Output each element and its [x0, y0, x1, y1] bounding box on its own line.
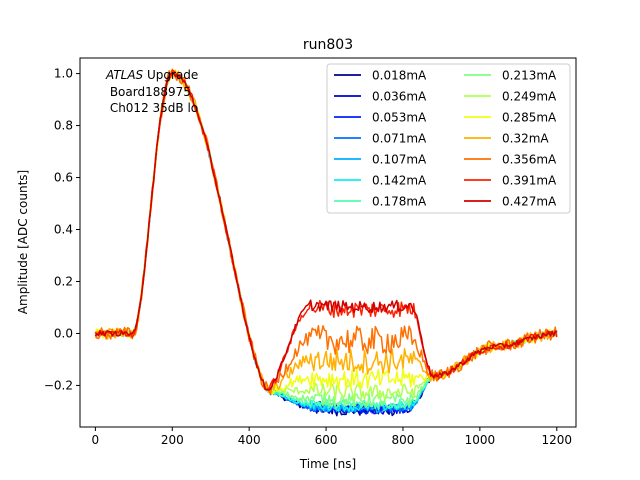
legend-label: 0.213mA [502, 69, 557, 83]
y-tick-label: 0.6 [54, 171, 73, 185]
legend-item: 0.018mA [334, 69, 427, 83]
x-axis-label: Time [ns] [299, 457, 356, 471]
x-tick-label: 1200 [542, 433, 573, 447]
legend-item: 0.391mA [464, 174, 557, 188]
chart-title: run803 [303, 37, 353, 53]
annotation: ATLAS Upgrade Board188975 Ch012 35dB lo [105, 68, 198, 115]
y-tick-label: −0.2 [44, 378, 73, 392]
y-axis-label: Amplitude [ADC counts] [16, 170, 30, 314]
x-tick-label: 800 [392, 433, 415, 447]
legend-label: 0.071mA [372, 132, 427, 146]
plot-lines [94, 68, 558, 417]
legend-label: 0.036mA [372, 90, 427, 104]
annotation-line-1: ATLAS Upgrade [105, 68, 198, 82]
legend-box [326, 63, 571, 214]
legend-label: 0.107mA [372, 153, 427, 167]
x-tick-label: 600 [315, 433, 338, 447]
y-tick-label: 0.4 [54, 223, 73, 237]
annotation-line-2: Board188975 [106, 85, 191, 99]
x-tick-label: 0 [92, 433, 100, 447]
legend-label: 0.053mA [372, 111, 427, 125]
legend-label: 0.427mA [502, 195, 557, 209]
legend-label: 0.249mA [502, 90, 557, 104]
axes-frame [79, 57, 577, 428]
legend-label: 0.285mA [502, 111, 557, 125]
legend-label: 0.391mA [502, 174, 557, 188]
legend-item: 0.071mA [334, 132, 427, 146]
ticks: 0 200 400 600 800 1000 1200 −0.2 0.0 0.2 0.4 0.6 0.8… [44, 67, 572, 447]
annotation-line-3: Ch012 35dB lo [106, 101, 198, 115]
x-tick-label: 400 [238, 433, 261, 447]
legend-label: 0.142mA [372, 174, 427, 188]
legend-item: 0.213mA [464, 69, 557, 83]
legend-item: 0.249mA [464, 90, 557, 104]
legend-item: 0.356mA [464, 153, 557, 167]
y-tick-label: 0.0 [54, 326, 73, 340]
legend-item: 0.107mA [334, 153, 427, 167]
y-tick-label: 0.8 [54, 119, 73, 133]
legend-item: 0.053mA [334, 111, 427, 125]
annotation-upgrade: Upgrade [143, 68, 198, 82]
legend-label: 0.018mA [372, 69, 427, 83]
annotation-atlas: ATLAS [105, 68, 144, 82]
legend-label: 0.32mA [502, 132, 549, 146]
legend-item: 0.178mA [334, 195, 427, 209]
legend-item: 0.32mA [464, 132, 549, 146]
x-tick-label: 200 [161, 433, 184, 447]
legend: 0.018mA 0.036mA 0.053mA 0.071mA 0.107mA 0.142… [326, 63, 571, 214]
legend-item: 0.427mA [464, 195, 557, 209]
legend-item: 0.285mA [464, 111, 557, 125]
legend-label: 0.178mA [372, 195, 427, 209]
legend-label: 0.356mA [502, 153, 557, 167]
series-line [94, 72, 558, 391]
legend-item: 0.036mA [334, 90, 427, 104]
y-tick-label: 0.2 [54, 274, 73, 288]
x-tick-label: 1000 [465, 433, 496, 447]
y-tick-label: 1.0 [54, 67, 73, 81]
legend-item: 0.142mA [334, 174, 427, 188]
